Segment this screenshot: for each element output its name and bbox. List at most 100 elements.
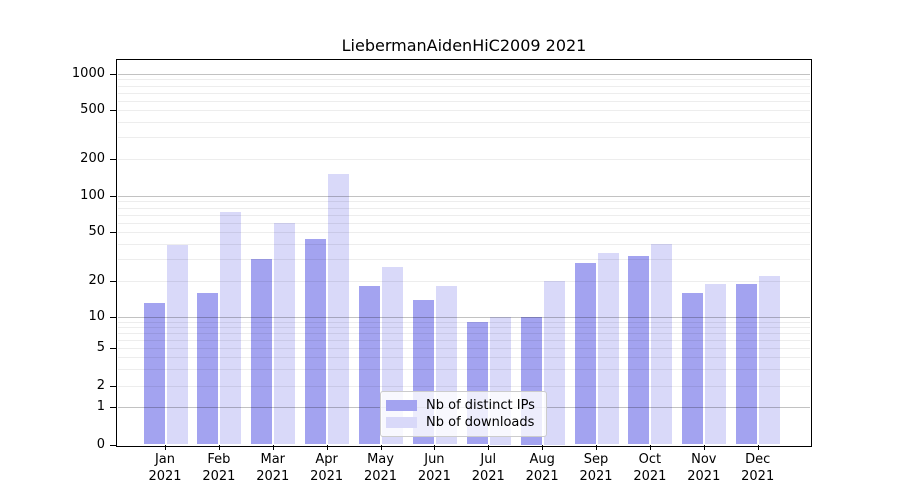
x-axis-tick-label: Feb 2021 xyxy=(187,451,251,485)
y-tick-mark xyxy=(110,317,117,318)
x-tick-year: 2021 xyxy=(202,469,236,484)
x-tick-month: Feb xyxy=(207,452,231,467)
y-tick-mark xyxy=(110,386,117,387)
minor-gridline xyxy=(118,79,810,81)
x-tick-mark xyxy=(380,445,382,450)
y-axis-tick-label: 10 xyxy=(88,309,105,324)
x-axis-tick-label: Jan 2021 xyxy=(133,451,197,485)
bar-apr-downloads xyxy=(328,174,350,445)
x-axis-tick-label: Jun 2021 xyxy=(402,451,466,485)
y-tick-mark xyxy=(110,281,117,282)
y-axis-tick-label: 0 xyxy=(96,436,105,452)
x-axis-tick-label: Aug 2021 xyxy=(510,451,574,485)
x-tick-year: 2021 xyxy=(471,469,505,484)
x-tick-mark xyxy=(326,445,328,450)
y-tick-mark xyxy=(110,196,117,197)
x-tick-year: 2021 xyxy=(633,469,667,484)
bar-mar-distinct-ips xyxy=(251,259,273,445)
bar-feb-distinct-ips xyxy=(197,292,219,445)
y-tick-mark xyxy=(110,74,117,75)
x-tick-year: 2021 xyxy=(363,469,398,484)
x-tick-mark xyxy=(542,445,544,450)
minor-gridline xyxy=(118,137,810,139)
minor-gridline xyxy=(118,92,810,94)
bar-oct-downloads xyxy=(651,243,673,445)
y-tick-mark xyxy=(110,444,117,446)
legend-swatch-distinct-ips xyxy=(386,400,417,411)
y-axis-tick-label: 5 xyxy=(96,340,105,355)
y-axis-tick-label: 2 xyxy=(96,378,105,393)
bar-oct-distinct-ips xyxy=(628,255,650,445)
minor-gridline xyxy=(118,207,810,209)
x-tick-mark xyxy=(596,445,598,450)
bar-sep-distinct-ips xyxy=(574,263,596,445)
x-tick-month: Jun xyxy=(424,452,445,467)
x-tick-mark xyxy=(757,445,759,450)
x-axis-tick-label: Dec 2021 xyxy=(726,451,790,485)
y-tick-mark xyxy=(110,407,117,408)
bar-dec-downloads xyxy=(759,275,781,445)
x-axis-tick-label: Jul 2021 xyxy=(456,451,520,485)
bar-aug-downloads xyxy=(543,281,565,445)
bar-mar-downloads xyxy=(274,222,296,445)
x-axis-tick-label: Nov 2021 xyxy=(672,451,736,485)
minor-gridline xyxy=(118,100,810,102)
x-axis-tick-label: May 2021 xyxy=(349,451,413,485)
x-tick-year: 2021 xyxy=(579,469,613,484)
x-tick-month: Dec xyxy=(745,452,771,467)
x-tick-month: Oct xyxy=(638,452,662,467)
legend-swatch-downloads xyxy=(386,417,417,428)
bar-sep-downloads xyxy=(597,252,619,445)
bar-dec-distinct-ips xyxy=(736,283,758,445)
x-tick-mark xyxy=(488,445,490,450)
bar-apr-distinct-ips xyxy=(305,238,327,445)
y-axis-tick-label: 200 xyxy=(80,151,105,166)
x-tick-mark xyxy=(272,445,274,450)
x-tick-mark xyxy=(434,445,436,450)
bar-feb-downloads xyxy=(220,211,242,445)
x-tick-month: Mar xyxy=(260,452,286,467)
x-axis-tick-label: Sep 2021 xyxy=(564,451,628,485)
y-tick-mark xyxy=(110,159,117,160)
legend-label-distinct-ips: Nb of distinct IPs xyxy=(426,398,535,413)
minor-gridline xyxy=(118,110,810,111)
bar-jan-distinct-ips xyxy=(143,303,165,445)
x-axis-tick-label: Mar 2021 xyxy=(241,451,305,485)
y-axis-tick-label: 50 xyxy=(88,224,105,239)
x-tick-month: May xyxy=(367,452,394,467)
chart-title: LiebermanAidenHiC2009 2021 xyxy=(341,36,587,55)
x-tick-year: 2021 xyxy=(256,469,290,484)
x-tick-month: Apr xyxy=(315,452,338,467)
x-tick-year: 2021 xyxy=(525,469,559,484)
minor-gridline xyxy=(118,85,810,87)
x-tick-year: 2021 xyxy=(417,469,451,484)
major-gridline xyxy=(118,74,810,75)
bar-nov-distinct-ips xyxy=(682,292,704,445)
bar-nov-downloads xyxy=(705,283,727,445)
major-gridline xyxy=(118,196,810,197)
legend-item-downloads: Nb of downloads xyxy=(386,415,538,430)
x-tick-month: Nov xyxy=(691,452,717,467)
legend-label-downloads: Nb of downloads xyxy=(426,415,535,430)
legend-item-distinct-ips: Nb of distinct IPs xyxy=(386,398,538,413)
x-tick-mark xyxy=(649,445,651,450)
y-axis-tick-label: 100 xyxy=(80,188,105,203)
y-axis-tick-label: 20 xyxy=(88,273,105,288)
legend: Nb of distinct IPs Nb of downloads xyxy=(380,391,547,437)
x-tick-mark xyxy=(218,445,220,450)
x-tick-year: 2021 xyxy=(310,469,344,484)
x-tick-year: 2021 xyxy=(741,469,775,484)
x-axis-tick-label: Apr 2021 xyxy=(295,451,359,485)
x-tick-mark xyxy=(165,445,166,450)
minor-gridline xyxy=(118,201,810,203)
y-axis-tick-label: 500 xyxy=(80,102,105,117)
x-tick-year: 2021 xyxy=(687,469,721,484)
x-tick-month: Aug xyxy=(529,452,555,467)
y-tick-mark xyxy=(110,232,117,233)
x-tick-month: Jan xyxy=(154,452,176,467)
x-tick-month: Sep xyxy=(583,452,609,467)
bar-jan-downloads xyxy=(166,245,188,445)
bar-may-distinct-ips xyxy=(359,286,381,445)
y-tick-mark xyxy=(110,110,117,111)
